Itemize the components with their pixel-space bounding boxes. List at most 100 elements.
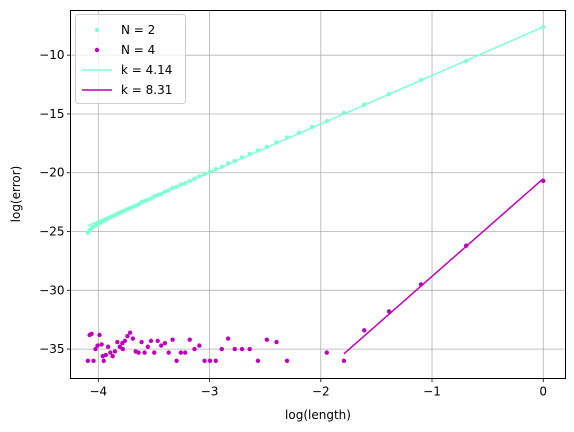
data-point-series-1 [100,353,105,359]
data-point-series-1 [324,350,329,355]
data-point-series-1 [264,337,270,342]
data-point-series-0 [182,181,188,186]
data-point-series-1 [125,333,130,339]
data-point-series-1 [166,350,171,355]
data-point-series-1 [463,243,469,248]
data-point-series-0 [296,130,302,135]
data-point-series-1 [115,339,120,345]
data-point-series-1 [133,349,138,354]
data-point-series-1 [187,337,192,342]
data-point-series-0 [541,24,546,30]
legend-label-k1: k = 4.14 [121,63,172,77]
data-point-series-1 [87,332,92,338]
ticks: −4 −3 −2 −1 0−35−30−25−20−15−10 [39,48,547,398]
data-point-series-1 [152,350,157,355]
data-point-series-1 [99,342,104,347]
legend-box [75,14,186,104]
data-point-series-0 [159,191,164,197]
series-layer [85,24,546,364]
data-point-series-1 [91,358,96,364]
data-point-series-0 [284,135,290,140]
data-point-series-0 [225,161,231,166]
data-point-series-1 [362,328,367,333]
data-point-series-1 [178,350,184,355]
data-point-series-1 [239,346,245,352]
legend-label-k2: k = 8.31 [121,83,172,97]
data-point-series-1 [541,178,546,184]
data-point-series-1 [341,358,347,364]
data-point-series-1 [219,346,224,352]
plot-frame [70,10,566,379]
grid [70,10,566,379]
data-point-series-0 [207,169,213,174]
data-point-series-1 [247,346,252,352]
data-point-series-0 [162,189,168,194]
y-axis-label: log(error) [9,166,23,223]
data-point-series-0 [247,151,252,157]
data-point-series-1 [108,350,113,355]
x-tick-label: 0 [539,385,547,399]
data-point-series-1 [101,358,106,364]
data-point-series-0 [239,155,245,160]
x-tick-label: −3 [201,385,219,399]
data-point-series-0 [255,148,261,153]
data-point-series-0 [341,110,347,115]
legend-label-n4: N = 4 [121,43,155,57]
y-tick-label: −20 [39,166,64,180]
data-point-series-1 [95,343,100,348]
data-point-series-0 [152,194,157,199]
data-point-series-0 [232,158,237,164]
y-tick-label: −25 [39,225,64,239]
y-tick-label: −35 [39,342,64,356]
data-point-series-0 [192,176,197,181]
data-point-series-1 [112,349,118,354]
data-point-series-1 [127,330,133,335]
legend-marker-n4 [94,47,100,53]
data-point-series-1 [117,344,122,349]
data-point-series-1 [148,338,154,344]
y-tick-label: −15 [39,107,64,121]
data-point-series-1 [418,282,424,287]
data-point-series-0 [386,91,392,97]
data-point-series-0 [362,102,367,107]
data-point-series-0 [178,182,184,187]
data-point-series-1 [110,353,115,359]
data-point-series-0 [166,188,171,193]
data-point-series-0 [463,58,469,64]
data-point-series-1 [130,336,136,341]
data-point-series-0 [187,178,192,184]
data-point-series-1 [386,309,392,314]
x-tick-label: −4 [89,385,107,399]
x-axis-label: log(length) [285,408,351,422]
data-point-series-1 [93,346,98,352]
data-point-series-0 [309,124,315,130]
data-point-series-0 [174,184,179,190]
data-point-series-1 [202,358,207,364]
data-point-series-1 [207,358,213,364]
data-point-series-0 [155,192,160,198]
data-point-series-1 [159,343,164,348]
data-point-series-1 [142,350,147,355]
legend: N = 2 N = 4 k = 4.14 k = 8.31 [75,14,186,104]
data-point-series-0 [139,199,144,205]
data-point-series-1 [145,344,151,349]
data-point-series-1 [85,358,91,364]
data-point-series-1 [120,346,125,352]
data-point-series-1 [139,339,144,345]
data-point-series-1 [97,332,102,338]
data-point-series-1 [162,341,168,346]
data-point-series-1 [182,350,188,355]
data-point-series-0 [418,77,424,83]
data-point-series-1 [284,358,290,364]
y-tick-label: −30 [39,283,64,297]
data-point-series-0 [219,164,224,170]
y-tick-label: −10 [39,48,64,62]
data-point-series-1 [105,344,111,349]
legend-label-n2: N = 2 [121,23,155,37]
data-point-series-1 [213,358,218,364]
data-point-series-1 [120,341,125,346]
data-point-series-1 [192,346,197,352]
data-point-series-0 [324,118,329,124]
fit-line-3 [343,178,544,355]
